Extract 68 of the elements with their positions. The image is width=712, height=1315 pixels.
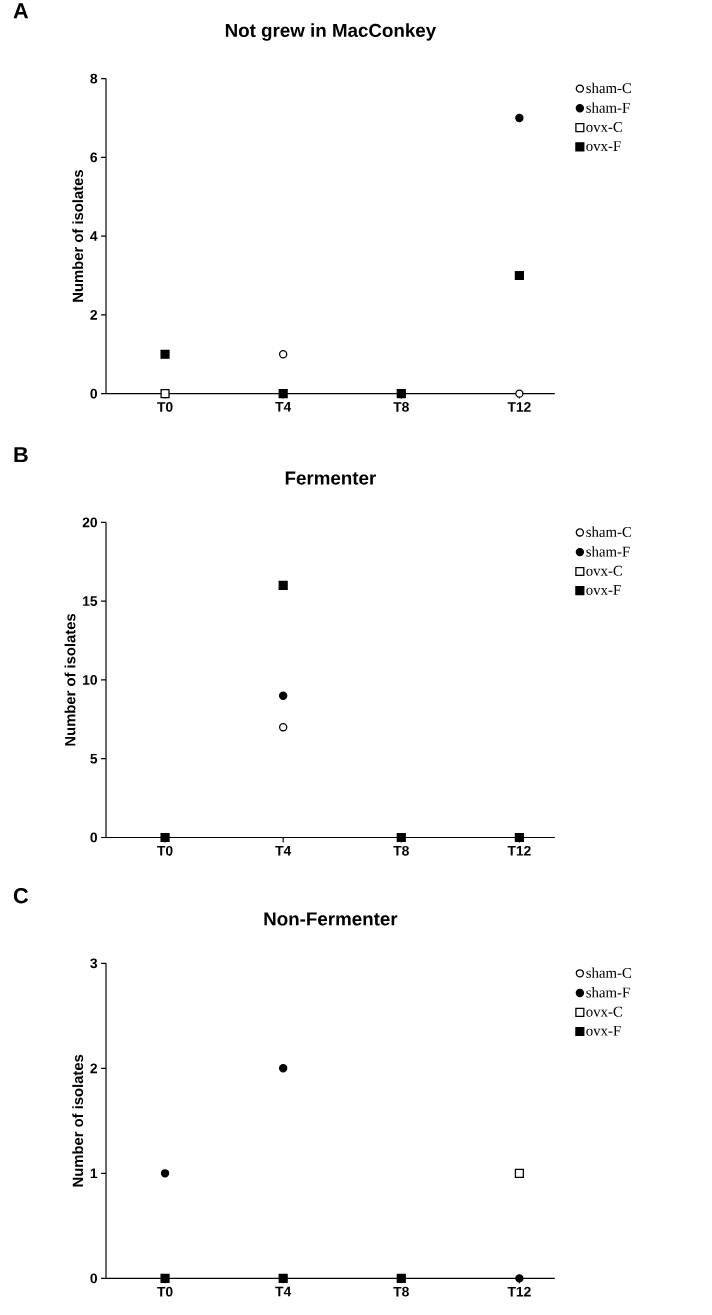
legend-label: sham-C	[586, 82, 631, 94]
y-axis-title: Number of isolates	[72, 170, 83, 302]
point	[278, 580, 288, 591]
y-tick-label: 6	[90, 152, 97, 163]
point	[160, 832, 170, 843]
point	[396, 1273, 406, 1283]
point	[278, 1273, 288, 1283]
legend-label: sham-F	[586, 102, 630, 113]
legend-label: sham-F	[586, 987, 630, 998]
y-tick-label: 15	[82, 596, 98, 607]
x-tick-label: T0	[157, 1286, 173, 1297]
point	[396, 832, 406, 843]
x-tick-label: T8	[393, 402, 409, 412]
y-tick-label: 1	[90, 1168, 98, 1179]
y-tick-label: 2	[90, 1063, 97, 1074]
chart-title: Fermenter	[285, 471, 376, 485]
point	[515, 113, 524, 123]
y-tick-label: 10	[82, 675, 97, 685]
point	[160, 1169, 170, 1178]
point	[515, 1274, 524, 1283]
x-tick-label: T4	[275, 845, 291, 856]
x-tick-label: T4	[275, 402, 291, 412]
point	[396, 389, 406, 399]
legend-label: sham-C	[586, 967, 631, 978]
chart-title: Non-Fermenter	[264, 912, 398, 926]
x-tick-label: T0	[157, 402, 173, 412]
legend-label: ovx-C	[586, 565, 622, 576]
y-axis-title: Number of isolates	[72, 1054, 83, 1187]
point	[514, 1168, 524, 1178]
y-tick-label: 0	[90, 1273, 97, 1284]
legend-label: ovx-C	[586, 1006, 622, 1017]
point	[278, 350, 288, 359]
point	[278, 691, 288, 700]
point	[160, 1273, 170, 1283]
legend-label: sham-F	[586, 546, 630, 557]
y-tick-label: 5	[90, 753, 98, 764]
point	[278, 389, 288, 399]
text: A	[13, 3, 28, 19]
x-tick-label: T0	[157, 845, 173, 856]
y-tick-label: 4	[89, 231, 98, 241]
y-tick-label: 3	[90, 958, 97, 969]
point	[515, 389, 524, 398]
text: B	[14, 447, 28, 463]
point	[278, 1064, 288, 1073]
y-tick-label: 0	[90, 832, 97, 843]
x-tick-label: T12	[507, 845, 531, 856]
x-tick-label: T4	[275, 1286, 291, 1297]
point	[278, 723, 288, 732]
x-tick-label: T8	[393, 845, 409, 856]
y-tick-label: 20	[82, 517, 97, 528]
text: C	[13, 888, 28, 904]
legend-label: ovx-F	[586, 585, 621, 595]
x-tick-label: T12	[507, 402, 531, 412]
x-tick-label: T12	[507, 1286, 531, 1297]
chart-title: Not grew in MacConkey	[225, 23, 436, 41]
y-tick-label: 8	[90, 73, 97, 84]
point	[160, 389, 170, 399]
legend-label: ovx-C	[586, 122, 622, 132]
point	[514, 832, 524, 843]
x-tick-label: T8	[393, 1286, 409, 1297]
legend-label: ovx-F	[586, 141, 621, 152]
y-tick-label: 0	[90, 388, 97, 399]
y-tick-label: 2	[90, 310, 97, 320]
legend-label: ovx-F	[586, 1025, 621, 1036]
legend-label: sham-C	[586, 526, 631, 537]
point	[514, 270, 524, 281]
y-axis-title: Number of isolates	[64, 613, 76, 746]
point	[160, 349, 170, 359]
